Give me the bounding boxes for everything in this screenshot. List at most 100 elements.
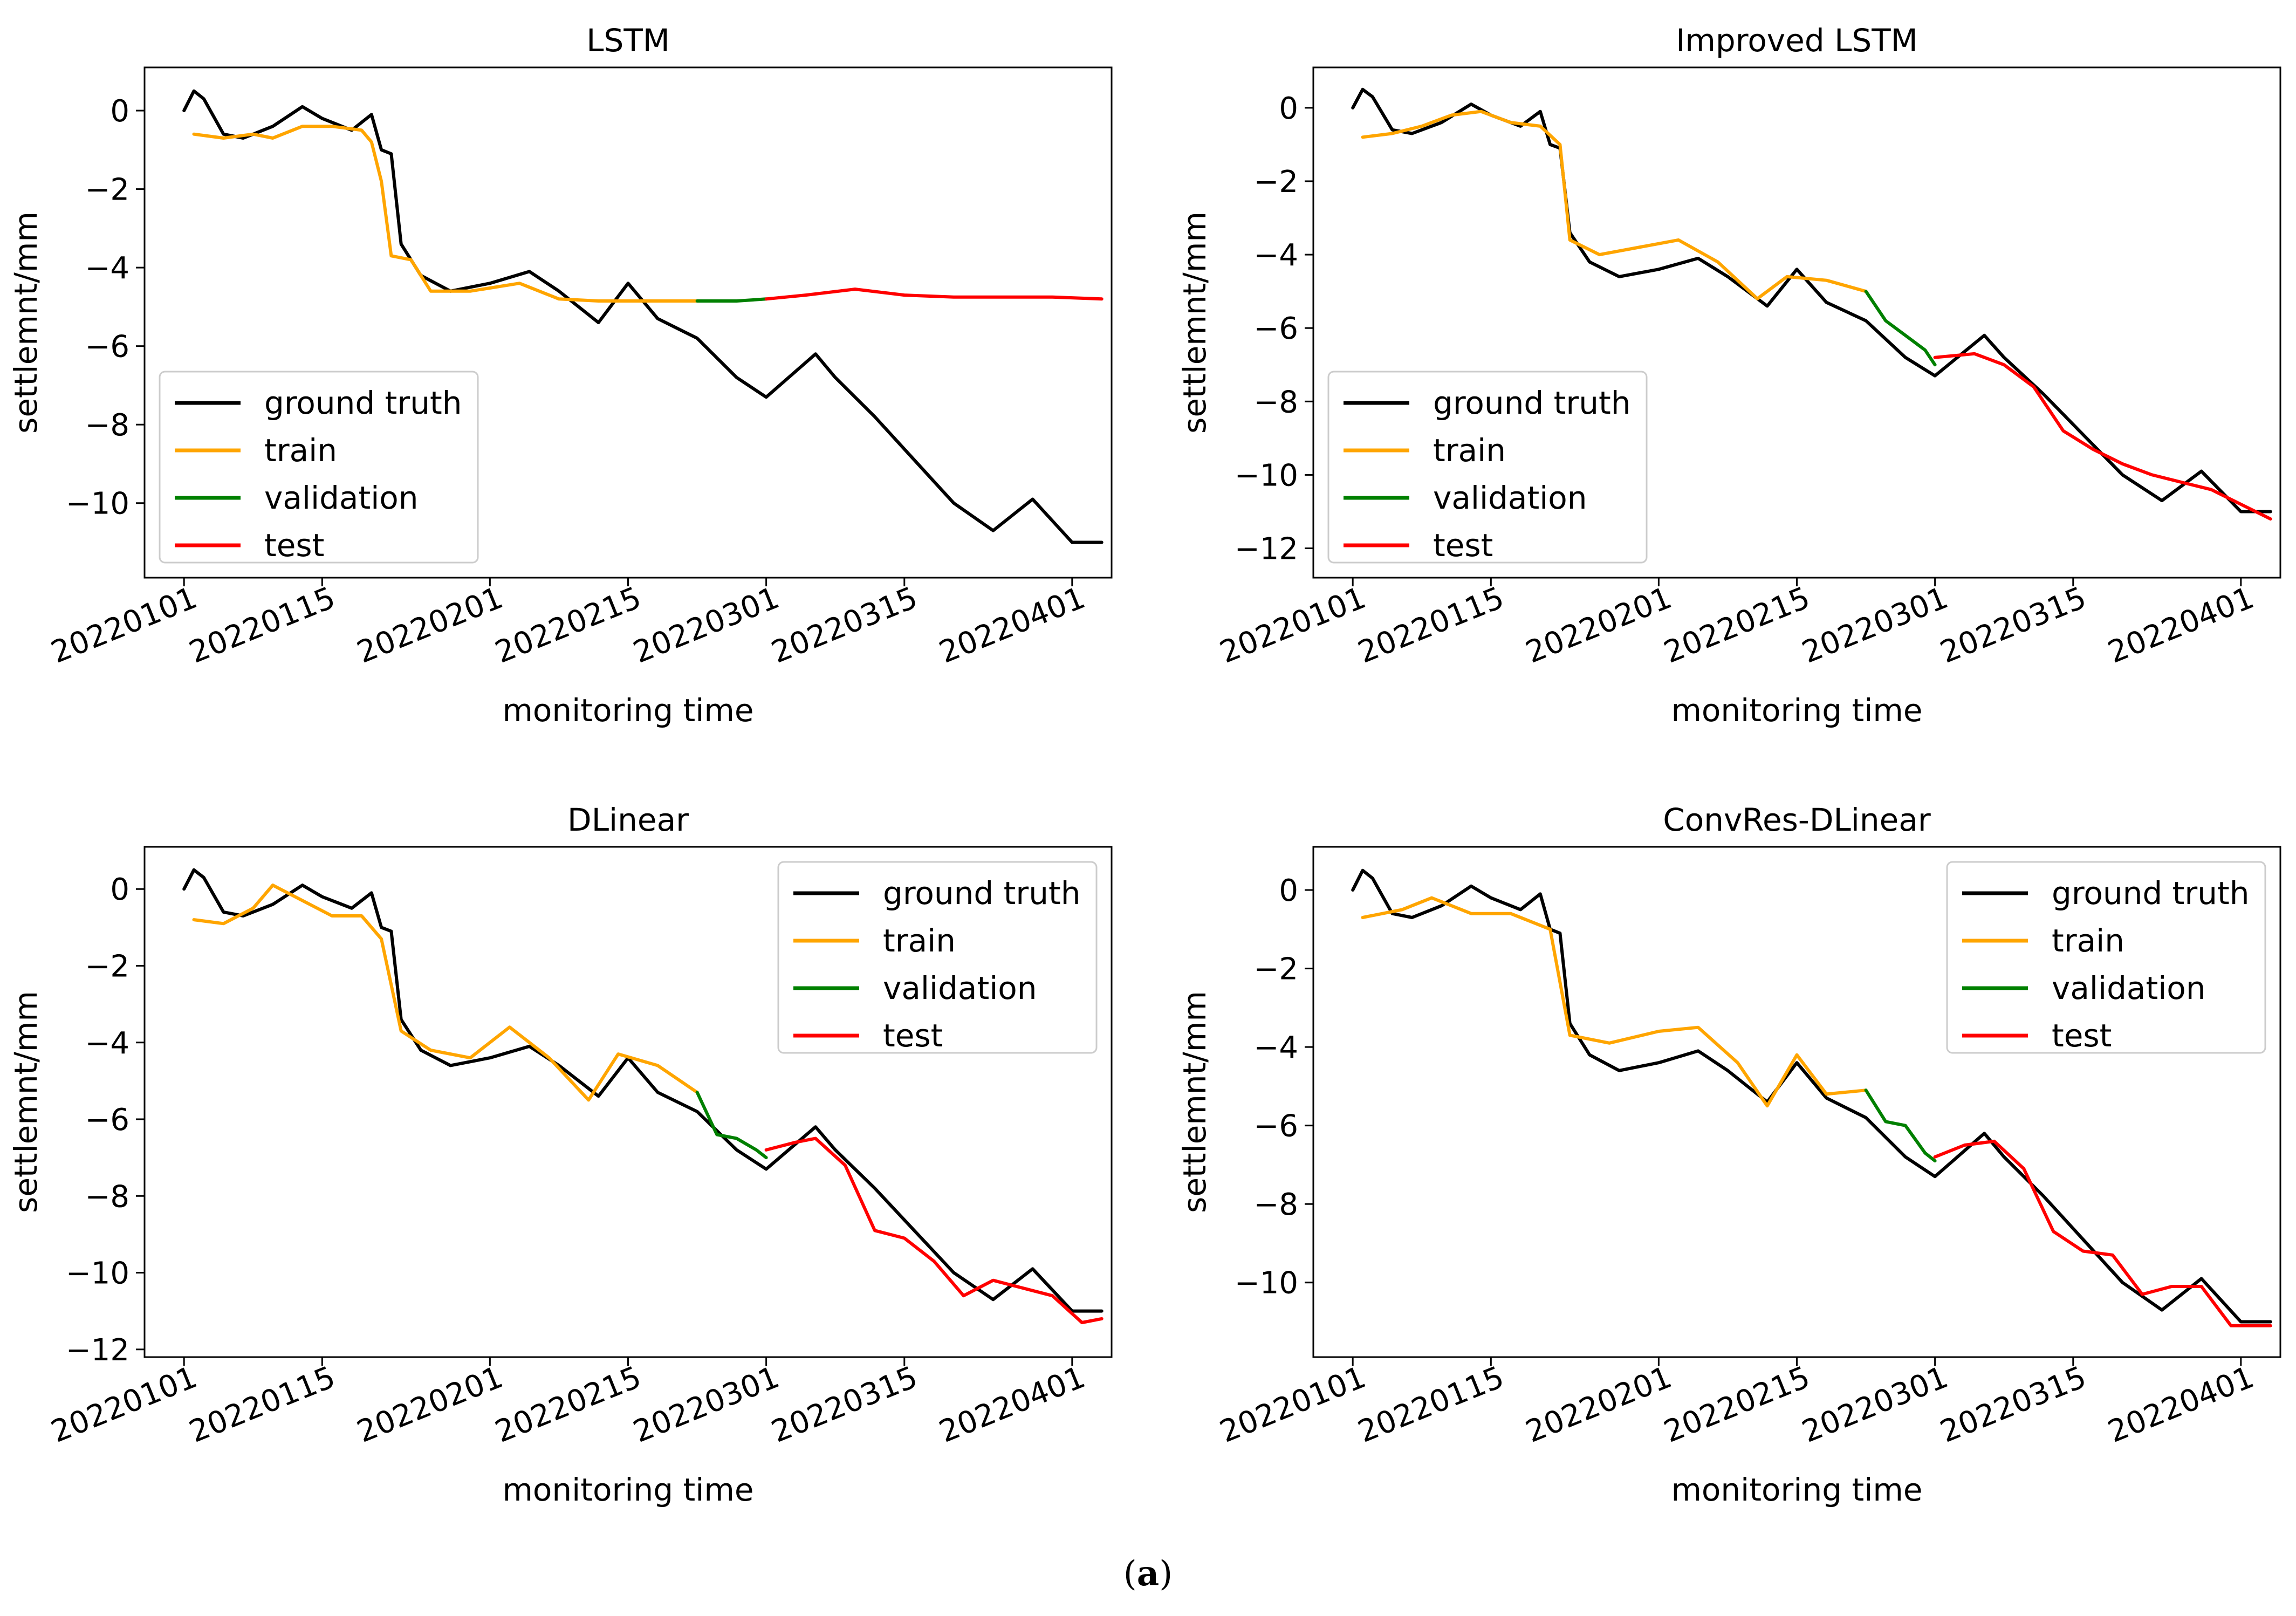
legend-label: ground truth: [2052, 875, 2250, 912]
y-tick-label: −2: [85, 173, 129, 208]
y-tick-label: −4: [85, 251, 129, 286]
x-tick-label: 20220401: [934, 580, 1090, 670]
y-axis-label: settlemnt/mm: [1176, 991, 1213, 1213]
caption-open: (: [1123, 1554, 1137, 1594]
x-tick-label: 20220101: [46, 580, 202, 670]
x-tick-label: 20220215: [1659, 580, 1815, 670]
x-axis-label: monitoring time: [502, 1471, 753, 1508]
legend-label: ground truth: [883, 875, 1081, 912]
x-tick-label: 20220315: [766, 580, 922, 670]
y-tick-label: −4: [1253, 238, 1298, 273]
legend-label: validation: [264, 480, 419, 516]
legend-label: test: [1433, 527, 1493, 564]
y-tick-label: 0: [110, 872, 129, 907]
legend-label: train: [1433, 432, 1506, 469]
series-line-train: [192, 125, 699, 303]
x-tick-label: 20220201: [1521, 1360, 1677, 1450]
y-tick-label: −8: [1253, 385, 1298, 420]
x-tick-label: 20220401: [2103, 580, 2259, 670]
y-axis-label: settlemnt/mm: [8, 991, 44, 1213]
x-tick-label: 20220315: [766, 1360, 922, 1450]
series-line-validation: [1864, 290, 1937, 367]
x-tick-label: 20220115: [1353, 580, 1509, 670]
x-axis-label: monitoring time: [1671, 1471, 1922, 1508]
series-line-train: [1361, 109, 1868, 300]
x-tick-label: 20220215: [490, 1360, 646, 1450]
x-tick-label: 20220201: [352, 1360, 508, 1450]
y-tick-label: −6: [85, 330, 129, 365]
y-tick-label: −10: [66, 1256, 129, 1291]
series-line-test: [1933, 352, 2272, 521]
legend-box: [159, 371, 479, 564]
series-line-train: [1361, 896, 1868, 1108]
y-tick-label: −12: [66, 1333, 129, 1368]
chart-panel-4: ConvRes-DLinear0−2−4−6−8−102022010120220…: [1176, 802, 2281, 1508]
legend-label: ground truth: [1433, 385, 1631, 421]
series-line-validation: [695, 297, 768, 303]
y-axis-label: settlemnt/mm: [1176, 211, 1213, 434]
y-tick-label: 0: [1279, 873, 1298, 908]
chart-panel-2: Improved LSTM0−2−4−6−8−10−12202201012022…: [1176, 22, 2281, 729]
caption-close: ): [1159, 1554, 1173, 1594]
chart-title: LSTM: [586, 22, 670, 59]
x-tick-label: 20220115: [184, 1360, 340, 1450]
x-tick-label: 20220301: [1797, 1360, 1953, 1450]
legend-label: test: [264, 527, 324, 564]
series-line-validation: [1864, 1088, 1937, 1163]
chart-title: Improved LSTM: [1676, 22, 1917, 59]
y-tick-label: −10: [1235, 458, 1298, 493]
y-tick-label: −10: [66, 487, 129, 522]
x-tick-label: 20220301: [1797, 580, 1953, 670]
y-tick-label: 0: [110, 94, 129, 129]
x-tick-label: 20220401: [2103, 1360, 2259, 1450]
legend: ground truth train validation test: [777, 861, 1098, 1054]
y-tick-label: −6: [1253, 311, 1298, 346]
legend-label: train: [264, 432, 337, 469]
y-tick-label: −4: [85, 1026, 129, 1061]
x-tick-label: 20220401: [934, 1360, 1090, 1450]
y-tick-label: −8: [85, 408, 129, 443]
chart-title: ConvRes-DLinear: [1663, 802, 1931, 838]
legend: ground truth train validation test: [1946, 861, 2266, 1054]
legend-box: [1327, 371, 1648, 564]
series-line-train: [192, 884, 699, 1102]
legend: ground truth train validation test: [159, 371, 479, 564]
series-line-ground-truth: [182, 89, 1104, 544]
series-line-ground-truth: [1351, 868, 2272, 1324]
y-tick-label: −6: [85, 1103, 129, 1138]
x-tick-label: 20220201: [1521, 580, 1677, 670]
y-tick-label: −10: [1235, 1266, 1298, 1301]
x-tick-label: 20220115: [1353, 1360, 1509, 1450]
legend-box: [1946, 861, 2266, 1054]
y-tick-label: −6: [1253, 1109, 1298, 1144]
y-tick-label: −8: [85, 1179, 129, 1214]
legend-label: test: [883, 1017, 943, 1054]
x-tick-label: 20220315: [1935, 1360, 2091, 1450]
x-tick-label: 20220315: [1935, 580, 2091, 670]
x-axis-label: monitoring time: [502, 692, 753, 729]
legend-label: validation: [1433, 480, 1587, 516]
figure-caption: (a): [0, 1553, 2296, 1594]
legend-label: validation: [2052, 970, 2206, 1006]
y-tick-label: −2: [85, 949, 129, 984]
x-tick-label: 20220101: [1215, 1360, 1371, 1450]
series-line-test: [764, 1136, 1104, 1324]
x-axis-label: monitoring time: [1671, 692, 1922, 729]
legend-label: test: [2052, 1017, 2112, 1054]
series-line-test: [1933, 1139, 2272, 1327]
x-tick-label: 20220301: [628, 580, 784, 670]
caption-label: a: [1136, 1553, 1160, 1594]
chart-title: DLinear: [567, 802, 689, 838]
legend-box: [777, 861, 1098, 1054]
y-tick-label: 0: [1279, 91, 1298, 126]
x-tick-label: 20220201: [352, 580, 508, 670]
legend-label: train: [883, 922, 956, 959]
x-tick-label: 20220115: [184, 580, 340, 670]
series-lines: [1351, 87, 2272, 521]
x-tick-label: 20220301: [628, 1360, 784, 1450]
y-axis-label: settlemnt/mm: [8, 211, 44, 434]
x-tick-label: 20220101: [46, 1360, 202, 1450]
